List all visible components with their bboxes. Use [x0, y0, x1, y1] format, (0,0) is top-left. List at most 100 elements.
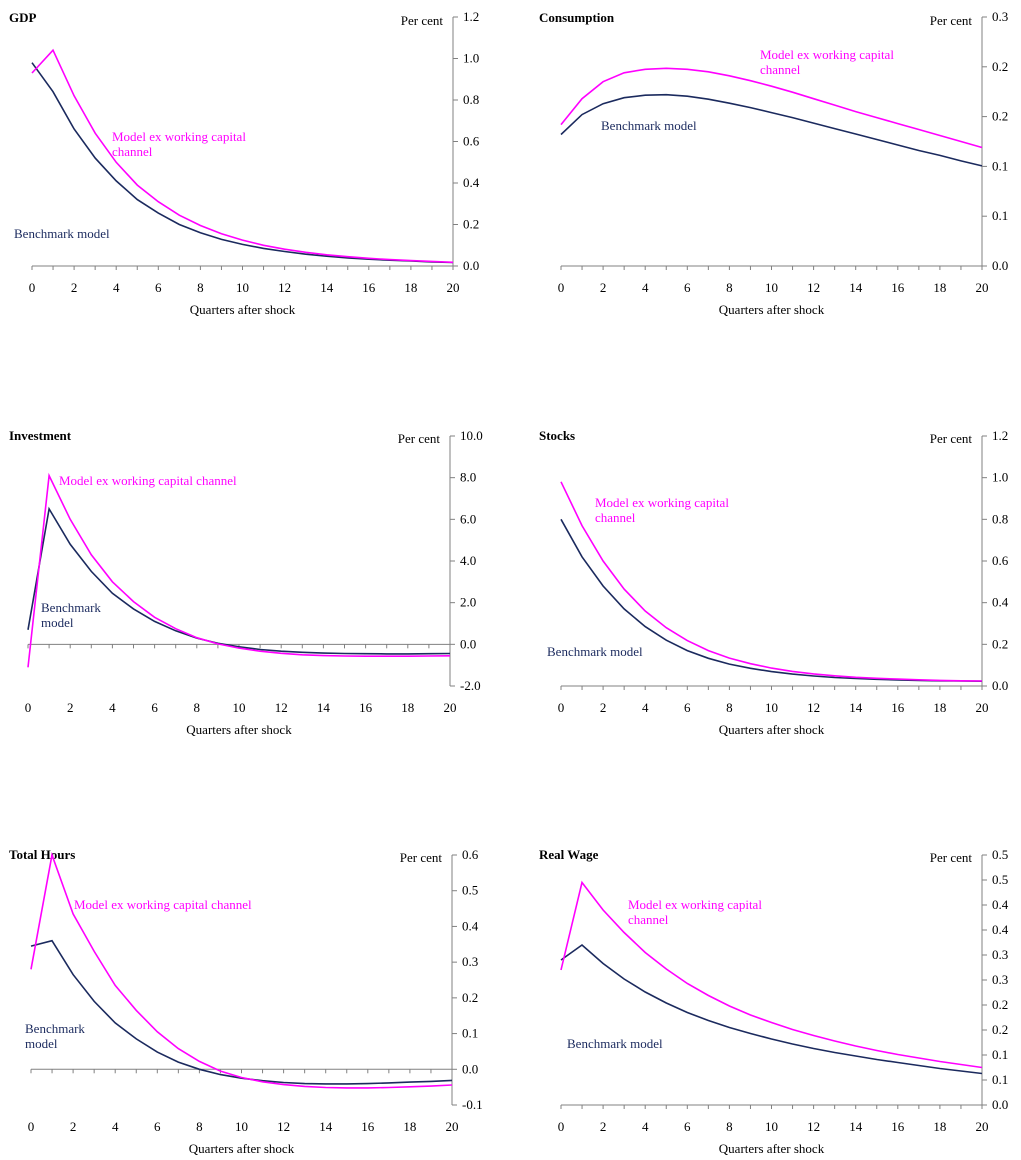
- x-tick-label: 4: [112, 1119, 119, 1134]
- series-annotation: channel: [112, 144, 153, 159]
- y-tick-label: 0.2: [992, 1022, 1008, 1037]
- unit-label: Per cent: [930, 431, 973, 446]
- y-tick-label: 0.2: [992, 997, 1008, 1012]
- x-tick-label: 2: [67, 700, 74, 715]
- y-tick-label: 0.5: [992, 872, 1008, 887]
- x-tick-label: 16: [362, 280, 376, 295]
- x-tick-label: 20: [976, 1119, 989, 1134]
- x-tick-label: 0: [29, 280, 36, 295]
- series-annotation: Model ex working capital: [760, 47, 894, 62]
- x-tick-label: 10: [765, 700, 778, 715]
- y-tick-label: 0.2: [463, 217, 479, 232]
- y-tick-label: 0.5: [992, 847, 1008, 862]
- unit-label: Per cent: [930, 13, 973, 28]
- series-line-benchmark: [560, 93, 983, 167]
- chart-panel-investment: Investment Per cent -2.0 0.0 2.0 4.0 6.0 8.0 10.…: [9, 428, 483, 737]
- x-tick-label: 14: [849, 700, 863, 715]
- chart-panel-total-hours: Total Hours Per cent -0.1 0.0 0.1 0.2 0.3 0.4 0.…: [9, 847, 483, 1156]
- x-tick-label: 16: [891, 1119, 905, 1134]
- chart-panel-real-wage: Real Wage Per cent 0.0 0.1 0.1 0.2 0.2 0.3 0.3 0.…: [539, 847, 1009, 1156]
- series-annotation: Benchmark model: [547, 644, 643, 659]
- chart-title: GDP: [9, 10, 37, 25]
- x-tick-label: 18: [403, 1119, 416, 1134]
- x-tick-label: 18: [933, 700, 946, 715]
- chart-title: Consumption: [539, 10, 615, 25]
- y-tick-label: 0.4: [992, 595, 1009, 610]
- series-annotation: model: [41, 615, 74, 630]
- y-tick-label: 0.6: [462, 847, 479, 862]
- x-tick-label: 6: [154, 1119, 161, 1134]
- x-tick-label: 20: [446, 1119, 459, 1134]
- y-tick-label: 0.5: [462, 883, 478, 898]
- y-tick-label: 10.0: [460, 428, 483, 443]
- chart-title: Stocks: [539, 428, 575, 443]
- x-tick-label: 2: [600, 280, 607, 295]
- y-tick-label: 4.0: [460, 553, 476, 568]
- y-tick-label: 0.1: [992, 1047, 1008, 1062]
- x-tick-label: 10: [235, 1119, 248, 1134]
- y-tick-label: 0.3: [462, 954, 478, 969]
- series-annotation: Benchmark: [41, 600, 101, 615]
- y-tick-label: 0.0: [992, 678, 1008, 693]
- y-tick-label: 0.0: [992, 1097, 1008, 1112]
- x-tick-label: 18: [933, 1119, 946, 1134]
- series-annotation: channel: [760, 62, 801, 77]
- chart-title: Total Hours: [9, 847, 75, 862]
- series-annotation: Model ex working capital: [595, 495, 729, 510]
- y-tick-label: 2.0: [460, 595, 476, 610]
- x-tick-label: 6: [684, 280, 691, 295]
- x-tick-label: 12: [275, 700, 288, 715]
- x-tick-label: 10: [765, 280, 778, 295]
- x-tick-label: 4: [642, 280, 649, 295]
- x-tick-label: 0: [25, 700, 32, 715]
- y-tick-label: 0.0: [463, 258, 479, 273]
- y-tick-label: 6.0: [460, 511, 476, 526]
- y-tick-label: 0.4: [992, 922, 1009, 937]
- series-annotation: Model ex working capital: [112, 129, 246, 144]
- series-line-ex-working-capital: [560, 67, 983, 149]
- y-tick-label: 0.4: [992, 897, 1009, 912]
- x-tick-label: 12: [277, 1119, 290, 1134]
- chart-title: Real Wage: [539, 847, 599, 862]
- y-tick-label: 1.0: [463, 51, 479, 66]
- x-tick-label: 2: [70, 1119, 77, 1134]
- y-tick-label: 0.1: [992, 158, 1008, 173]
- x-tick-label: 10: [233, 700, 246, 715]
- x-tick-label: 20: [447, 280, 460, 295]
- x-tick-label: 2: [71, 280, 78, 295]
- series-line-benchmark: [30, 939, 453, 1085]
- series-annotation: channel: [595, 510, 636, 525]
- x-tick-label: 8: [726, 700, 733, 715]
- x-tick-label: 10: [765, 1119, 778, 1134]
- y-tick-label: 0.1: [992, 1072, 1008, 1087]
- series-line-ex-working-capital: [27, 472, 451, 668]
- y-tick-label: 0.6: [463, 134, 480, 149]
- y-tick-label: 1.0: [992, 470, 1008, 485]
- y-tick-label: 0.3: [992, 947, 1008, 962]
- series-annotation: Model ex working capital channel: [74, 897, 252, 912]
- x-tick-label: 14: [317, 700, 331, 715]
- series-annotation: model: [25, 1036, 58, 1051]
- x-tick-label: 2: [600, 1119, 607, 1134]
- y-tick-label: 0.4: [463, 175, 480, 190]
- series-line-benchmark: [27, 506, 451, 655]
- series-line-ex-working-capital: [31, 48, 454, 264]
- x-tick-label: 0: [558, 700, 565, 715]
- y-tick-label: 0.6: [992, 553, 1009, 568]
- x-tick-label: 6: [155, 280, 162, 295]
- series-annotation: Benchmark model: [567, 1036, 663, 1051]
- x-tick-label: 16: [359, 700, 373, 715]
- chart-title: Investment: [9, 428, 72, 443]
- x-tick-label: 20: [444, 700, 457, 715]
- unit-label: Per cent: [398, 431, 441, 446]
- x-tick-label: 8: [726, 1119, 733, 1134]
- x-tick-label: 2: [600, 700, 607, 715]
- x-tick-label: 0: [28, 1119, 35, 1134]
- y-tick-label: 0.3: [992, 9, 1008, 24]
- x-tick-label: 4: [642, 1119, 649, 1134]
- x-axis-label: Quarters after shock: [190, 302, 296, 317]
- x-tick-label: 20: [976, 700, 989, 715]
- x-tick-label: 14: [319, 1119, 333, 1134]
- y-tick-label: 0.2: [992, 109, 1008, 124]
- y-tick-label: 1.2: [463, 9, 479, 24]
